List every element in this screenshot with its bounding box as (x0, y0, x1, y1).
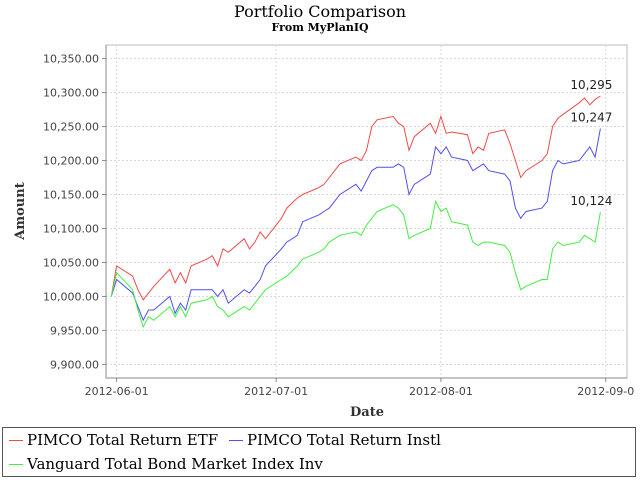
line-chart: Portfolio Comparison From MyPlanIQ 9,900… (13, 2, 634, 420)
end-label-0: 10,295 (570, 78, 612, 92)
series-line-2 (110, 199, 601, 329)
legend-label: Vanguard Total Bond Market Index Inv (27, 455, 323, 473)
x-axis-label: Date (350, 405, 384, 420)
grid-lines (106, 45, 627, 378)
axes (105, 45, 627, 379)
y-tick-label: 10,350.00 (43, 53, 99, 66)
legend-item-pimco-instl: PIMCO Total Return Instl (229, 431, 441, 449)
chart-subtitle: From MyPlanIQ (271, 21, 369, 34)
legend-swatch (9, 439, 23, 441)
x-tick-label: 2012-08-01 (409, 385, 473, 398)
legend-swatch (9, 463, 23, 465)
x-tick-label: 2012-07-01 (244, 385, 308, 398)
legend-label: PIMCO Total Return ETF (27, 431, 219, 449)
chart-title: Portfolio Comparison (234, 2, 406, 21)
series-line-0 (110, 95, 601, 301)
y-tick-label: 9,900.00 (50, 358, 99, 371)
series-line-1 (110, 128, 601, 322)
legend: PIMCO Total Return ETF PIMCO Total Retur… (2, 427, 636, 477)
legend-label: PIMCO Total Return Instl (247, 431, 441, 449)
y-tick-label: 9,950.00 (50, 324, 99, 337)
x-tick-label: 2012-06-01 (85, 385, 149, 398)
legend-item-pimco-etf: PIMCO Total Return ETF (9, 431, 218, 449)
y-tick-label: 10,250.00 (43, 121, 99, 134)
y-tick-label: 10,050.00 (43, 256, 99, 269)
series-lines (110, 95, 601, 329)
y-tick-label: 10,300.00 (43, 87, 99, 100)
legend-item-vanguard: Vanguard Total Bond Market Index Inv (9, 455, 323, 473)
legend-swatch (229, 439, 243, 441)
y-axis-ticks: 9,900.00 9,950.00 10,000.00 10,050.00 10,100… (43, 53, 106, 371)
y-tick-label: 10,200.00 (43, 155, 99, 168)
y-tick-label: 10,000.00 (43, 290, 99, 303)
end-value-labels: 10,295 10,247 10,124 (570, 78, 612, 208)
end-label-1: 10,247 (570, 111, 612, 125)
end-label-2: 10,124 (570, 194, 612, 208)
y-tick-label: 10,100.00 (43, 222, 99, 235)
y-axis-label: Amount (13, 182, 28, 240)
x-tick-label: 2012-09-0 (577, 385, 634, 398)
plot-area (105, 44, 628, 379)
x-axis-ticks: 2012-06-01 2012-07-01 2012-08-01 2012-09-0 (85, 378, 634, 398)
y-tick-label: 10,150.00 (43, 189, 99, 202)
